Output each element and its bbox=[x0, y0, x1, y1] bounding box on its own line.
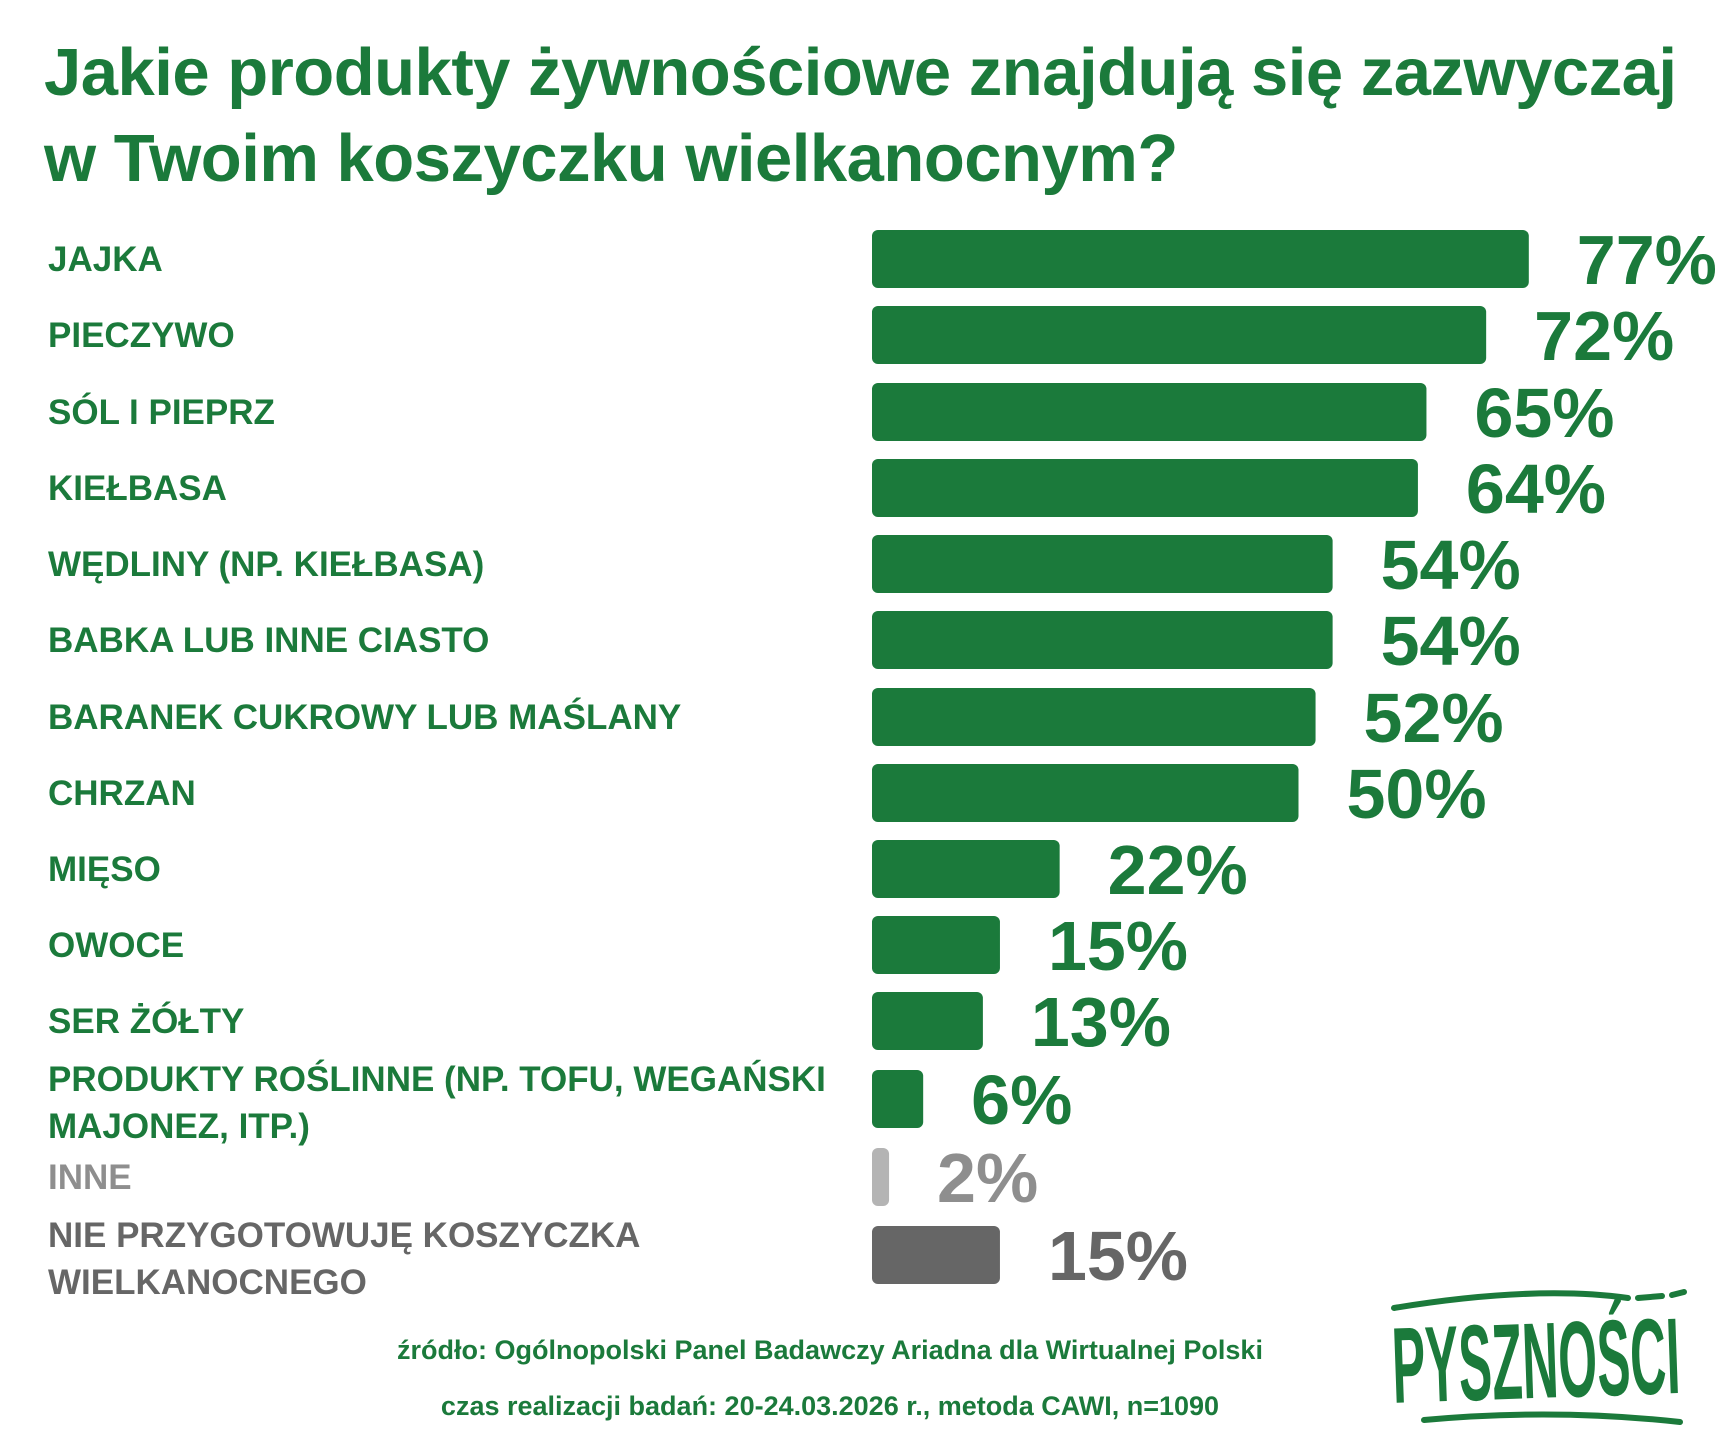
bar-10 bbox=[872, 916, 1000, 974]
bar-12 bbox=[872, 1070, 924, 1128]
value-label-10: 15% bbox=[1048, 907, 1188, 985]
bar-11 bbox=[872, 992, 983, 1050]
bar-6 bbox=[872, 611, 1333, 669]
category-label-4: KIEŁBASA bbox=[48, 469, 227, 508]
value-label-5: 54% bbox=[1381, 526, 1521, 604]
value-label-12: 6% bbox=[971, 1061, 1072, 1139]
category-label-2: PIECZYWO bbox=[48, 316, 235, 355]
category-label-9: MIĘSO bbox=[48, 850, 161, 889]
logo-swash-bottom bbox=[1421, 1411, 1683, 1425]
bar-chart: 77% JAJKA 72% PIECZYWO 65% SÓL I PIEPRZ 64% KIE… bbox=[48, 221, 1717, 1302]
bar-4 bbox=[872, 459, 1418, 517]
chart-title: Jakie produkty żywnościowe znajdują się … bbox=[44, 35, 1677, 196]
source-note: źródło: Ogólnopolski Panel Badawczy Aria… bbox=[330, 1322, 1330, 1434]
bar-9 bbox=[872, 840, 1060, 898]
logo-dash-1 bbox=[1635, 1293, 1665, 1301]
bar-1 bbox=[872, 230, 1529, 288]
bar-13 bbox=[872, 1148, 890, 1206]
bar-14 bbox=[872, 1226, 1000, 1284]
value-label-13: 2% bbox=[937, 1139, 1038, 1217]
value-label-3: 65% bbox=[1474, 374, 1614, 452]
value-label-14: 15% bbox=[1048, 1217, 1188, 1295]
bar-7 bbox=[872, 688, 1316, 746]
bar-3 bbox=[872, 383, 1427, 441]
logo-text: PYSZNOŚCI bbox=[1390, 1295, 1682, 1426]
category-label-6: BABKA LUB INNE CIASTO bbox=[48, 621, 489, 660]
value-label-7: 52% bbox=[1364, 679, 1504, 757]
category-label-14: NIE PRZYGOTOWUJĘ KOSZYCZKA WIELKANOCNEGO bbox=[48, 1216, 640, 1302]
category-label-12: PRODUKTY ROŚLINNE (NP. TOFU, WEGAŃSKI MAJ… bbox=[48, 1059, 826, 1146]
logo-swash-top bbox=[1391, 1290, 1631, 1311]
value-label-9: 22% bbox=[1108, 831, 1248, 909]
category-label-7: BARANEK CUKROWY LUB MAŚLANY bbox=[48, 697, 681, 737]
category-label-13: INNE bbox=[48, 1158, 132, 1197]
category-label-5: WĘDLINY (NP. KIEŁBASA) bbox=[48, 545, 484, 584]
bar-8 bbox=[872, 764, 1299, 822]
value-label-8: 50% bbox=[1347, 755, 1487, 833]
category-label-1: JAJKA bbox=[48, 240, 163, 279]
category-label-3: SÓL I PIEPRZ bbox=[48, 392, 275, 432]
bar-5 bbox=[872, 535, 1333, 593]
logo-dash-2 bbox=[1669, 1289, 1687, 1298]
source-line-1: źródło: Ogólnopolski Panel Badawczy Aria… bbox=[397, 1335, 1263, 1365]
category-label-11: SER ŻÓŁTY bbox=[48, 1001, 244, 1041]
value-label-2: 72% bbox=[1534, 297, 1674, 375]
category-label-10: OWOCE bbox=[48, 926, 184, 965]
value-label-1: 77% bbox=[1577, 221, 1717, 299]
value-label-4: 64% bbox=[1466, 450, 1606, 528]
bar-2 bbox=[872, 306, 1487, 364]
value-label-11: 13% bbox=[1031, 983, 1171, 1061]
value-label-6: 54% bbox=[1381, 602, 1521, 680]
category-label-8: CHRZAN bbox=[48, 774, 196, 813]
pysznosci-logo: PYSZNOŚCI bbox=[1390, 1289, 1687, 1426]
source-line-2: czas realizacji badań: 20-24.03.2026 r.,… bbox=[440, 1391, 1220, 1421]
